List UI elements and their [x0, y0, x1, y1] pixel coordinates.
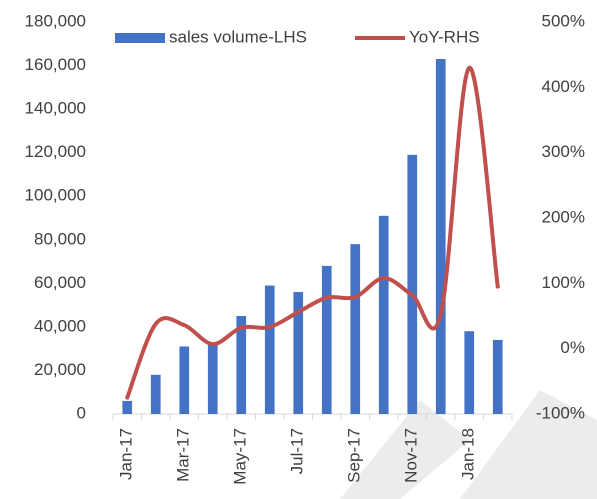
- bar: [122, 400, 133, 414]
- bar: [407, 154, 418, 414]
- x-tick-label: Sep-17: [345, 428, 364, 483]
- y-tick-label: 20,000: [34, 360, 86, 379]
- bar: [293, 292, 304, 414]
- x-tick-label: Mar-17: [174, 428, 193, 482]
- legend-swatch: [115, 33, 165, 43]
- x-tick-label: Jan-17: [117, 428, 136, 480]
- x-tick-label: Jul-17: [288, 428, 307, 474]
- bar: [350, 244, 361, 414]
- y2-tick-label: 0%: [560, 338, 585, 357]
- y-tick-label: 180,000: [25, 11, 86, 30]
- y2-tick-label: 400%: [542, 77, 585, 96]
- y2-tick-label: 300%: [542, 142, 585, 161]
- line: [125, 65, 500, 400]
- y2-tick-label: 100%: [542, 273, 585, 292]
- y-tick-label: 160,000: [25, 55, 86, 74]
- y2-tick-label: 500%: [542, 11, 585, 30]
- legend-label: sales volume-LHS: [169, 27, 307, 46]
- bar: [492, 339, 503, 414]
- bar: [464, 331, 475, 414]
- x-tick-label: Nov-17: [402, 428, 421, 483]
- bar: [321, 265, 332, 414]
- bar: [435, 59, 446, 415]
- y-tick-label: 0: [77, 403, 86, 422]
- y-tick-label: 40,000: [34, 316, 86, 335]
- bar: [378, 215, 389, 414]
- y-tick-label: 60,000: [34, 273, 86, 292]
- y-tick-label: 120,000: [25, 142, 86, 161]
- bar: [150, 374, 161, 414]
- x-tick-label: Jan-18: [459, 428, 478, 480]
- bar: [179, 346, 190, 414]
- y-tick-label: 80,000: [34, 229, 86, 248]
- y2-tick-label: 200%: [542, 207, 585, 226]
- watermark: [340, 390, 597, 499]
- legend-label: YoY-RHS: [409, 27, 480, 46]
- bar: [207, 344, 218, 414]
- y-tick-label: 140,000: [25, 99, 86, 118]
- y2-tick-label: -100%: [536, 403, 585, 422]
- y-tick-label: 100,000: [25, 186, 86, 205]
- bar: [236, 316, 247, 414]
- x-tick-label: May-17: [231, 428, 250, 485]
- bar: [264, 285, 275, 414]
